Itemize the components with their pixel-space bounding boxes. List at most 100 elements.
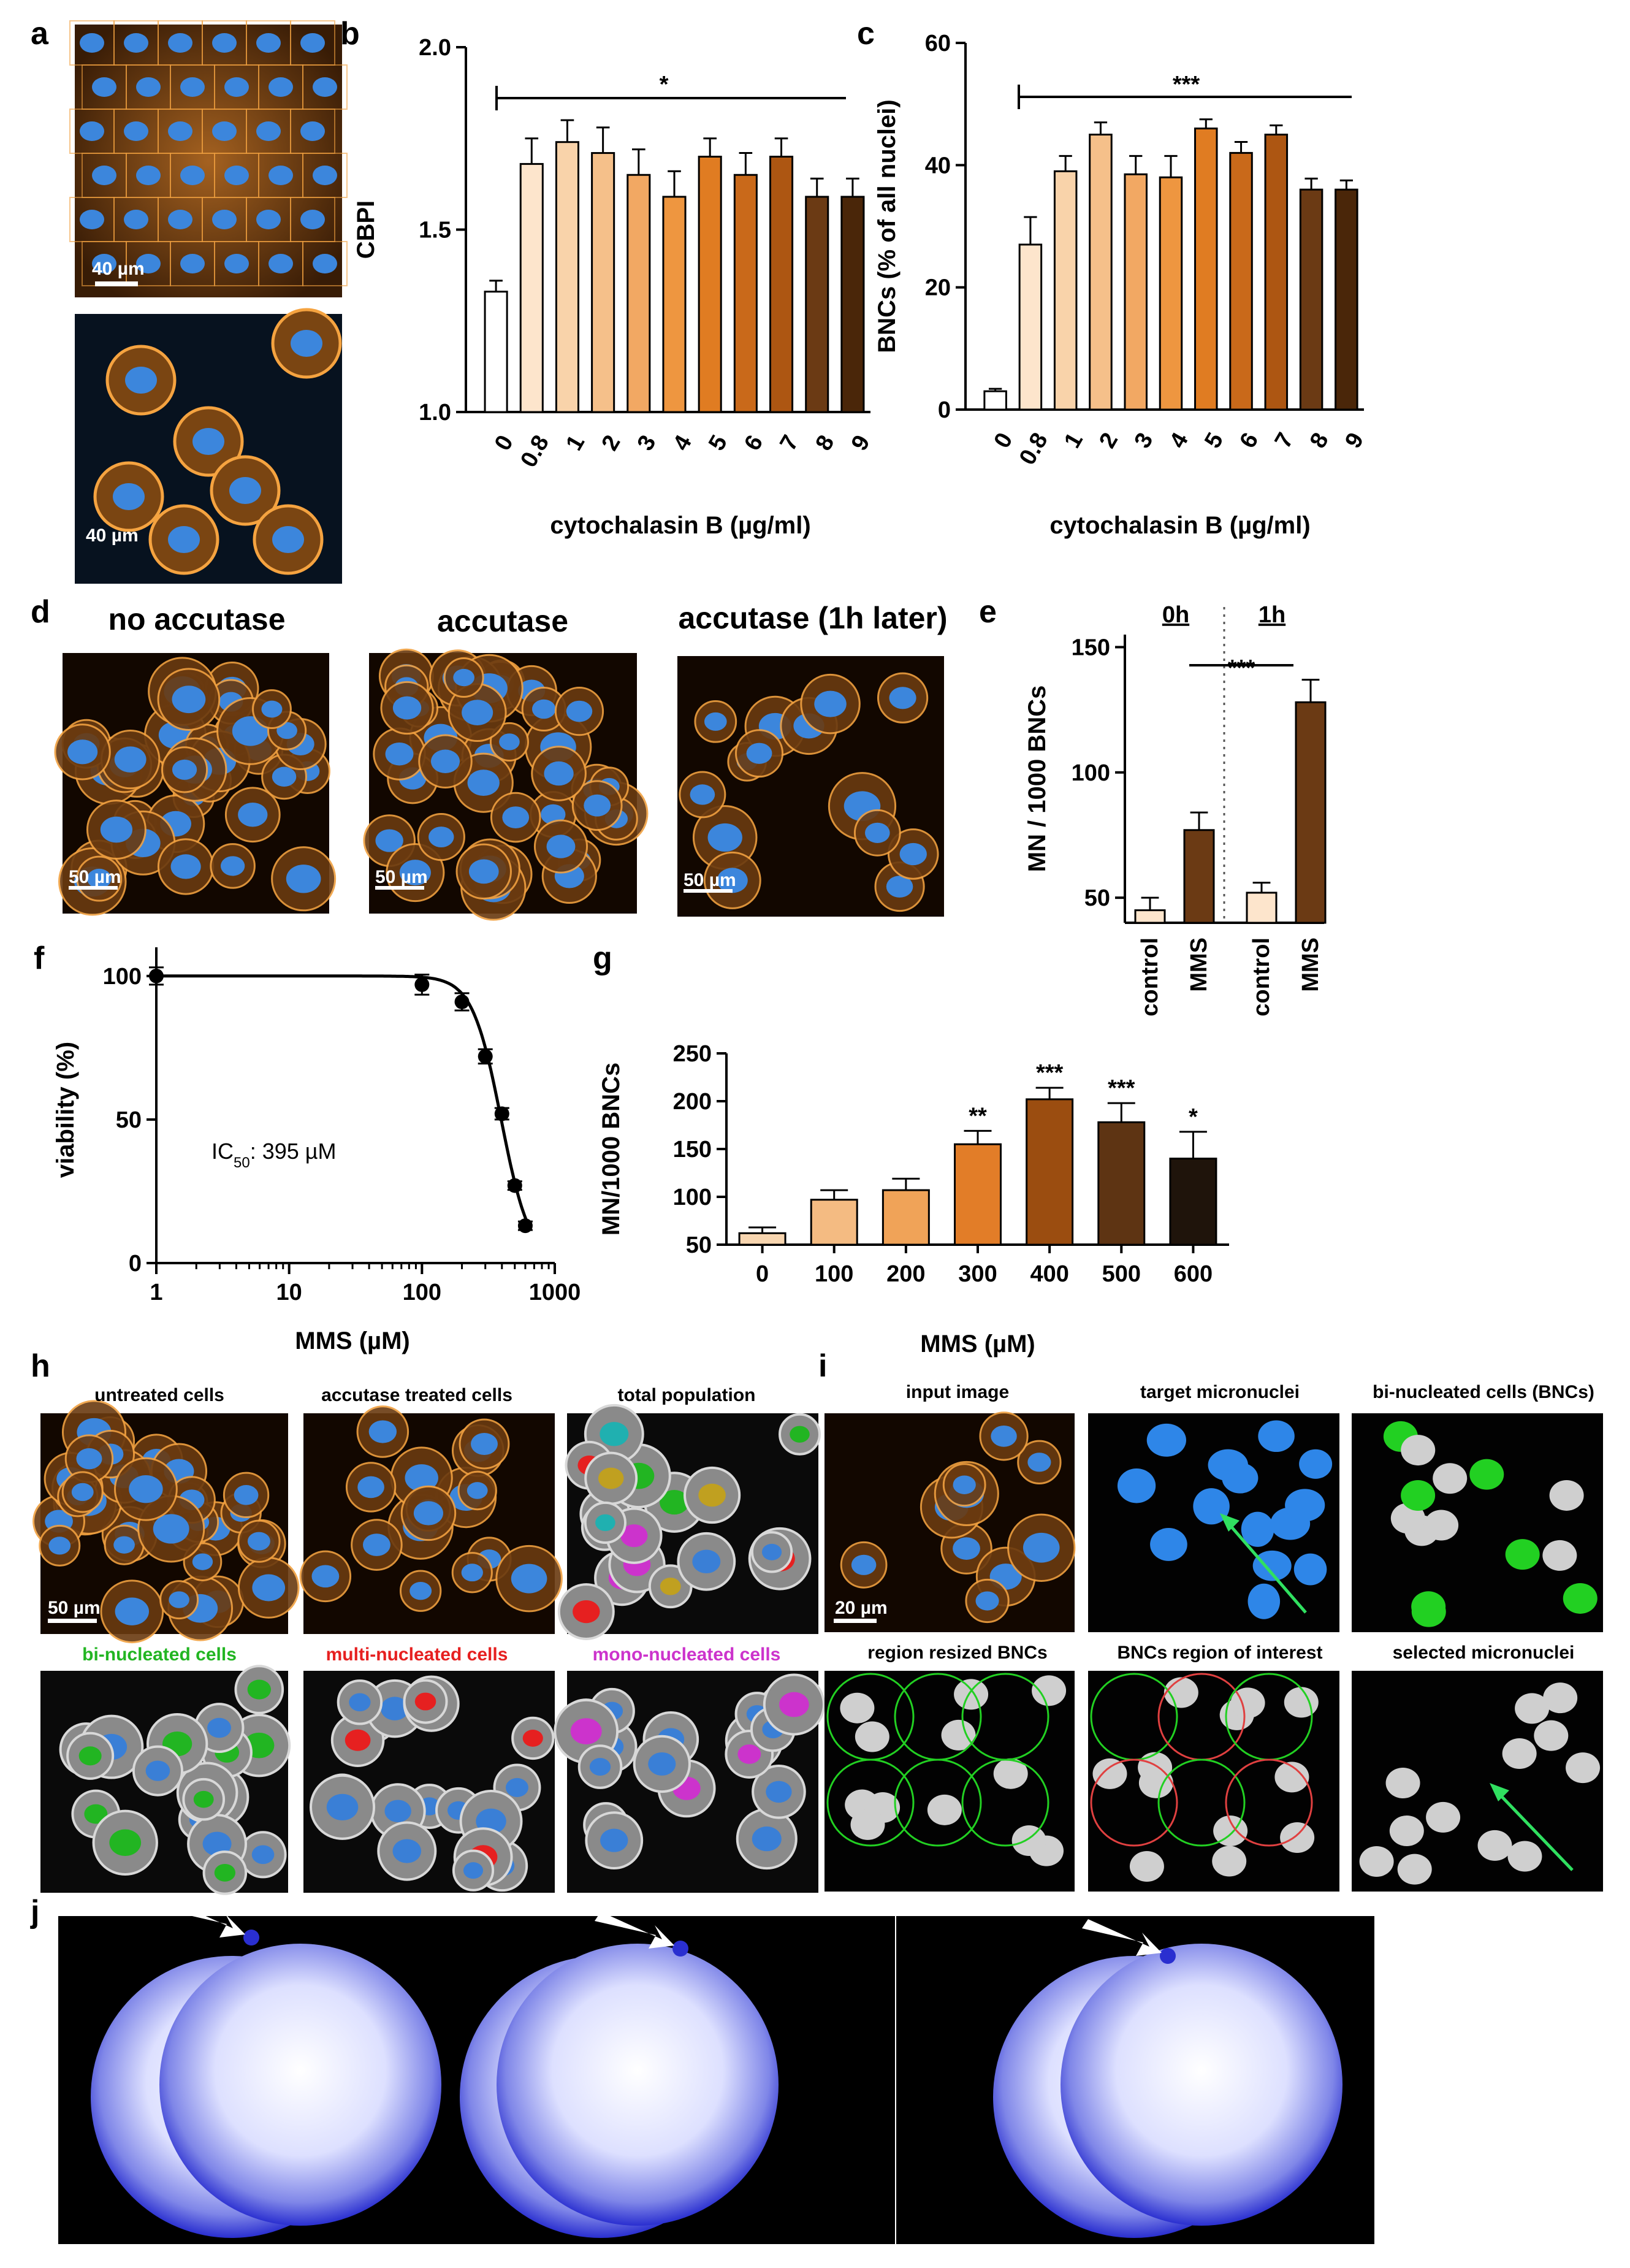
data-point [149, 968, 164, 983]
y-tick-label: 1.0 [419, 400, 451, 426]
nucleus [256, 210, 281, 229]
image-title: accutase treated cells [321, 1385, 512, 1405]
nucleus [1426, 1801, 1461, 1833]
y-tick-label: 60 [925, 31, 951, 56]
nucleus [300, 33, 325, 53]
bar [882, 1189, 930, 1246]
nucleus [193, 1790, 214, 1808]
significance-label: *** [1173, 72, 1200, 97]
nucleus [889, 687, 916, 709]
bar [1246, 892, 1278, 924]
nucleus [362, 1533, 390, 1556]
nucleus [1359, 1846, 1394, 1877]
nucleus [100, 816, 133, 843]
y-tick-label: 50 [1084, 885, 1110, 911]
data-point [454, 994, 470, 1009]
bar [954, 1143, 1002, 1246]
nucleus [48, 1537, 71, 1555]
y-axis-title: MN/1000 BNCs [598, 1063, 625, 1235]
y-tick-label: 50 [116, 1107, 142, 1133]
nucleus [790, 1426, 810, 1443]
scale-bar-label: 50 µm [375, 867, 428, 887]
nucleus [1401, 1435, 1436, 1466]
ic50-annotation: IC50: 395 µM [211, 1139, 337, 1171]
nucleus [261, 700, 283, 718]
micrograph-region-resized [825, 1671, 1075, 1892]
nucleus [1469, 1459, 1504, 1490]
bar [983, 390, 1007, 411]
bar [1335, 188, 1358, 411]
nucleus [145, 1760, 170, 1781]
nucleus [311, 1565, 340, 1588]
cell-border [302, 64, 348, 110]
nucleus [212, 121, 237, 141]
y-tick-label: 100 [673, 1185, 712, 1210]
binucleated-cell-image [58, 1901, 550, 2244]
nucleus [453, 668, 474, 687]
nucleus [660, 1578, 681, 1595]
nucleus [1150, 1528, 1187, 1561]
nucleus [169, 1591, 189, 1608]
nucleus [544, 761, 574, 786]
y-tick-label: 50 [686, 1232, 712, 1258]
x-tick-label: 9 [1340, 429, 1369, 452]
nucleus [428, 827, 454, 848]
x-tick-label: 1 [561, 431, 590, 455]
nucleus [620, 1524, 648, 1548]
x-axis-title: cytochalasin B (µg/ml) [1049, 512, 1310, 539]
nucleus [168, 121, 192, 141]
nucleus [570, 1718, 602, 1745]
micronucleus [672, 1941, 688, 1957]
nucleus [180, 254, 205, 273]
x-tick-label: 100 [815, 1261, 853, 1287]
nucleus [256, 121, 281, 141]
arrow-head [1490, 1783, 1509, 1801]
nucleus [168, 33, 192, 53]
nucleus [224, 77, 249, 97]
nucleus [531, 699, 556, 719]
nucleus [153, 1514, 189, 1544]
region-outline [826, 1758, 915, 1847]
nucleus [779, 1692, 809, 1717]
micrograph-binucleated [40, 1665, 291, 1895]
bar [738, 1232, 786, 1246]
scale-bar-label: 50 µm [69, 867, 121, 887]
ic50-prefix: IC [211, 1139, 234, 1164]
x-axis-title: MMS (µM) [295, 1327, 409, 1354]
nucleus [80, 210, 104, 229]
nucleus [272, 766, 297, 787]
bar [1264, 134, 1289, 411]
nucleus [566, 700, 593, 722]
nucleus [497, 1944, 779, 2226]
nucleus [313, 166, 337, 185]
nucleus [927, 1794, 962, 1825]
nucleus [1092, 1758, 1127, 1789]
nucleus [600, 1422, 629, 1446]
nucleus [954, 1679, 989, 1710]
nucleus [114, 746, 147, 773]
x-tick-label: 4 [1165, 429, 1194, 452]
nucleus [1534, 1720, 1569, 1751]
y-tick-label: 2.0 [419, 35, 451, 61]
nucleus [737, 1744, 761, 1764]
bar [1097, 1121, 1146, 1246]
image-title: multi-nucleated cells [326, 1644, 508, 1665]
nucleus [113, 483, 145, 510]
nucleus [573, 1600, 600, 1624]
fit-curve [156, 974, 528, 1221]
nucleus [392, 1839, 422, 1863]
bar [1124, 173, 1148, 411]
micrograph-roi [1088, 1671, 1339, 1892]
nucleus [229, 477, 261, 504]
nucleus [707, 823, 742, 852]
y-tick-label: 200 [673, 1089, 712, 1115]
nucleus [207, 1717, 232, 1738]
y-tick-label: 0 [938, 397, 951, 423]
y-tick-label: 100 [1072, 760, 1110, 786]
micrograph-d: 50 µm [363, 648, 649, 921]
region-outline [1225, 1758, 1313, 1847]
nucleus [399, 860, 431, 886]
bar [805, 196, 829, 413]
nucleus [865, 822, 890, 843]
nucleus [850, 1809, 885, 1840]
